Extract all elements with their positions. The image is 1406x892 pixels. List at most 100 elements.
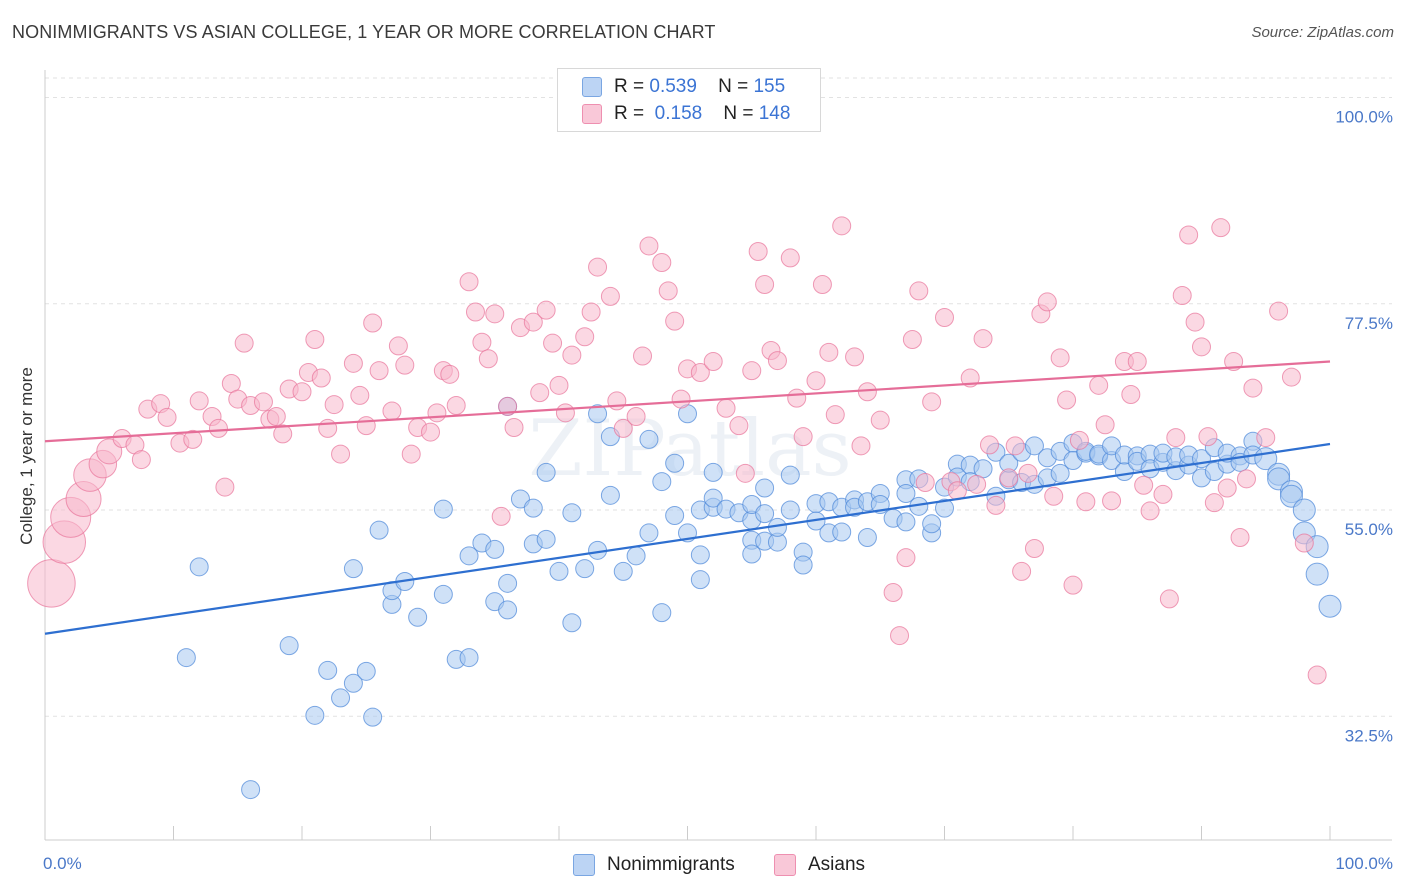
data-point xyxy=(832,522,852,542)
data-point xyxy=(189,557,209,577)
data-point xyxy=(600,485,620,505)
data-point xyxy=(324,395,344,415)
data-point xyxy=(562,503,582,523)
data-point xyxy=(478,349,498,369)
data-point xyxy=(350,385,370,405)
series-asians xyxy=(27,216,1327,685)
legend-swatch-asians xyxy=(774,854,796,876)
data-point xyxy=(343,673,363,693)
data-point xyxy=(157,407,177,427)
series-nonimmigrants xyxy=(176,396,1342,800)
data-point xyxy=(1179,225,1199,245)
data-point xyxy=(1057,390,1077,410)
data-point xyxy=(465,302,485,322)
data-point xyxy=(1024,436,1044,456)
data-point xyxy=(433,499,453,519)
data-point xyxy=(459,648,479,668)
data-point xyxy=(979,435,999,455)
data-point xyxy=(1281,367,1301,387)
y-tick-label: 32.5% xyxy=(1345,726,1393,745)
data-point xyxy=(1198,427,1218,447)
legend-r-value: 0.158 xyxy=(654,103,703,124)
data-point xyxy=(363,707,383,727)
data-point xyxy=(742,495,762,514)
x-tick-label: 100.0% xyxy=(1335,854,1393,873)
data-point xyxy=(440,364,460,384)
data-point xyxy=(973,329,993,349)
legend-label-asians: Asians xyxy=(808,854,866,875)
data-point xyxy=(292,382,312,402)
data-point xyxy=(1305,562,1329,586)
axes xyxy=(44,70,1392,841)
data-point xyxy=(1018,463,1038,483)
data-point xyxy=(581,302,601,322)
data-point xyxy=(1076,492,1096,512)
data-point xyxy=(530,383,550,403)
data-point xyxy=(703,462,723,482)
data-point xyxy=(241,780,261,800)
legend-item-asians[interactable]: Asians xyxy=(774,851,865,879)
data-point xyxy=(742,361,762,381)
trend-lines xyxy=(44,360,1331,635)
data-point xyxy=(331,688,351,708)
data-point xyxy=(845,347,865,367)
scatter-points xyxy=(27,216,1342,800)
data-point xyxy=(318,660,338,680)
trend-line-asians xyxy=(44,360,1331,443)
data-point xyxy=(562,345,582,365)
data-point xyxy=(356,416,376,436)
data-point xyxy=(1307,665,1327,685)
data-point xyxy=(967,474,987,494)
legend-n-value: 148 xyxy=(758,103,791,124)
data-point xyxy=(780,500,800,520)
data-point xyxy=(549,375,569,395)
data-point xyxy=(922,514,942,534)
data-point xyxy=(189,391,209,411)
data-point xyxy=(767,351,787,371)
data-point xyxy=(575,327,595,347)
data-point xyxy=(806,371,826,391)
data-point xyxy=(896,484,916,503)
data-point xyxy=(1134,475,1154,495)
data-point xyxy=(215,477,235,497)
data-point xyxy=(1069,430,1089,450)
y-tick-label: 100.0% xyxy=(1335,108,1393,127)
data-point xyxy=(890,626,910,646)
data-point xyxy=(922,392,942,412)
data-point xyxy=(498,600,518,620)
data-point xyxy=(896,548,916,568)
data-point xyxy=(343,559,363,579)
data-point xyxy=(935,308,954,327)
data-point xyxy=(896,512,916,532)
data-point xyxy=(1127,352,1147,371)
data-point xyxy=(536,300,556,320)
data-point xyxy=(857,528,877,547)
data-point xyxy=(999,468,1019,488)
legend-swatch-asians xyxy=(582,104,602,124)
data-point xyxy=(401,444,421,464)
data-point xyxy=(690,570,710,590)
data-point xyxy=(27,559,76,608)
data-point xyxy=(703,488,723,508)
data-point xyxy=(819,342,839,362)
data-point xyxy=(755,504,775,524)
legend-item-nonimmigrants[interactable]: Nonimmigrants xyxy=(573,851,735,879)
data-point xyxy=(176,648,196,668)
data-point xyxy=(485,304,505,324)
data-point xyxy=(755,275,775,294)
data-point xyxy=(1166,428,1186,448)
data-point xyxy=(639,429,659,449)
legend-r-label: R = xyxy=(614,103,645,124)
data-point xyxy=(915,473,935,492)
data-point xyxy=(1044,486,1064,506)
data-point xyxy=(305,705,325,725)
y-tick-label: 55.0% xyxy=(1345,520,1393,539)
data-point xyxy=(395,355,415,375)
data-point xyxy=(851,436,871,456)
data-point xyxy=(793,555,813,575)
data-point xyxy=(549,561,569,581)
data-point xyxy=(369,520,389,540)
legend-label-nonimmigrants: Nonimmigrants xyxy=(607,854,735,875)
data-point xyxy=(1294,533,1314,553)
